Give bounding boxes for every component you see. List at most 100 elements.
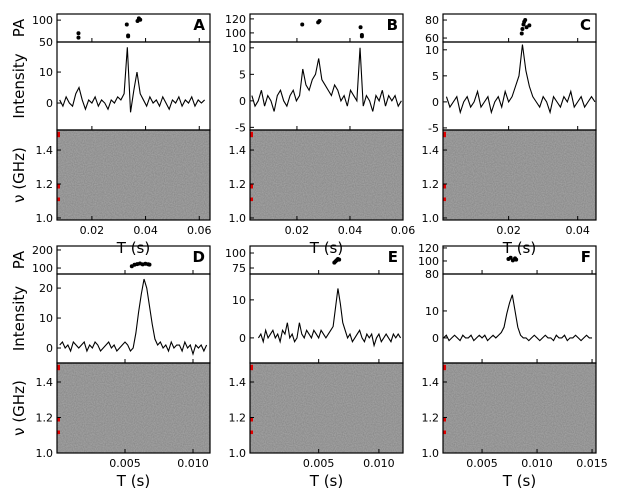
- y-axis-label: ν (GHz): [10, 380, 28, 436]
- y-tick-label: 100: [32, 262, 53, 275]
- pa-point: [300, 22, 305, 27]
- flag-mark: [57, 430, 60, 435]
- y-tick-label: 1.4: [229, 144, 247, 157]
- y-tick-label: 120: [418, 242, 439, 255]
- x-tick-label: 0.06: [187, 224, 212, 237]
- y-tick-label: 1.4: [422, 144, 440, 157]
- y-tick-label: 1.4: [36, 144, 54, 157]
- axes-frame: [56, 273, 211, 364]
- x-axis-label: T (s): [502, 472, 536, 490]
- flag-mark: [443, 131, 446, 138]
- x-tick-label: 0.010: [177, 457, 209, 470]
- panel-letter: C: [580, 16, 591, 34]
- x-tick-label: 0.04: [565, 224, 590, 237]
- y-axis-label: PA: [10, 250, 28, 269]
- y-tick-label: 60: [425, 32, 439, 45]
- pa-point: [76, 35, 81, 40]
- y-tick-label: 100: [418, 255, 439, 268]
- dynamic-spectrum: [250, 130, 403, 220]
- axes-frame: [56, 129, 211, 221]
- y-tick-label: 1.4: [422, 376, 440, 389]
- y-tick-label: 0: [46, 97, 53, 110]
- y-tick-label: 120: [225, 13, 246, 26]
- flag-mark: [443, 197, 446, 202]
- y-tick-label: 80: [425, 268, 439, 281]
- y-axis-label: Intensity: [10, 286, 28, 351]
- y-tick-label: 5: [239, 68, 246, 81]
- dynamic-spectrum: [443, 363, 596, 453]
- y-tick-label: 1.0: [229, 212, 247, 225]
- y-tick-label: 0: [239, 332, 246, 345]
- y-tick-label: 0: [239, 95, 246, 108]
- y-tick-label: 1.0: [36, 212, 54, 225]
- pa-point: [359, 34, 364, 39]
- x-tick-label: 0.02: [285, 224, 310, 237]
- y-tick-label: 1.2: [422, 178, 440, 191]
- y-tick-label: 10: [39, 312, 53, 325]
- x-tick-label: 0.005: [303, 457, 335, 470]
- y-tick-label: 1.0: [36, 447, 54, 460]
- pa-point: [138, 17, 143, 22]
- y-tick-label: 100: [225, 247, 246, 260]
- flag-mark: [443, 417, 446, 422]
- axes-frame: [56, 41, 211, 131]
- y-axis-label: ν (GHz): [10, 147, 28, 203]
- panel: 0.005 0.010 T (s) 75 100 0 10 1.0 1.2 1.4 E: [225, 245, 404, 490]
- pa-point: [337, 257, 342, 262]
- y-tick-label: 1.2: [422, 411, 440, 424]
- x-axis-label: T (s): [502, 239, 536, 257]
- y-tick-label: 10: [232, 294, 246, 307]
- pa-point: [519, 31, 524, 36]
- dynamic-spectrum: [250, 363, 403, 453]
- axes-frame: [249, 273, 404, 364]
- panel: 0.02 0.04 T (s) 60 80 -5 0 5 10 1.0 1.2 1.4 C: [422, 13, 597, 257]
- x-tick-label: 0.04: [338, 224, 363, 237]
- axes-frame: [442, 129, 597, 221]
- flag-mark: [57, 364, 60, 371]
- y-tick-label: 75: [232, 262, 246, 275]
- flag-mark: [443, 184, 446, 189]
- y-tick-label: 1.0: [422, 212, 440, 225]
- pa-point: [527, 23, 532, 28]
- intensity-line: [251, 47, 402, 112]
- pa-point: [508, 255, 513, 260]
- axes-frame: [56, 362, 211, 454]
- flag-mark: [250, 417, 253, 422]
- x-tick-label: 0.005: [109, 457, 141, 470]
- panel: 0.005 0.010 T (s) 100 200 PA 0 10 20 Intensity 1.0…: [10, 244, 211, 490]
- y-tick-label: -5: [428, 122, 439, 135]
- flag-mark: [250, 197, 253, 202]
- x-tick-label: 0.015: [576, 457, 608, 470]
- x-tick-label: 0.02: [80, 224, 105, 237]
- y-tick-label: 200: [32, 244, 53, 257]
- pa-point: [147, 262, 152, 267]
- flag-mark: [443, 430, 446, 435]
- axes-frame: [442, 13, 597, 43]
- axes-frame: [249, 129, 404, 221]
- x-axis-label: T (s): [309, 239, 343, 257]
- y-tick-label: 10: [425, 305, 439, 318]
- y-tick-label: 10: [39, 66, 53, 79]
- x-tick-label: 0.005: [466, 457, 498, 470]
- intensity-line: [443, 294, 593, 342]
- axes-frame: [442, 41, 597, 131]
- y-tick-label: 1.4: [229, 376, 247, 389]
- y-tick-label: 1.0: [422, 447, 440, 460]
- pa-point: [124, 22, 129, 27]
- flag-mark: [250, 430, 253, 435]
- axes-frame: [442, 362, 597, 454]
- x-axis-label: T (s): [116, 472, 150, 490]
- x-tick-label: 0.010: [521, 457, 553, 470]
- y-tick-label: 1.2: [36, 411, 54, 424]
- dynamic-spectrum: [57, 130, 210, 220]
- y-tick-label: 10: [425, 44, 439, 57]
- pa-point: [317, 19, 322, 23]
- y-tick-label: 0: [46, 342, 53, 355]
- y-tick-label: 10: [232, 42, 246, 55]
- axes-frame: [442, 273, 597, 364]
- pa-point: [358, 25, 363, 30]
- x-axis-label: T (s): [309, 472, 343, 490]
- panel: 0.02 0.04 0.06 T (s) 50 100 PA 0 10 Intensity 1.0 1…: [10, 13, 212, 257]
